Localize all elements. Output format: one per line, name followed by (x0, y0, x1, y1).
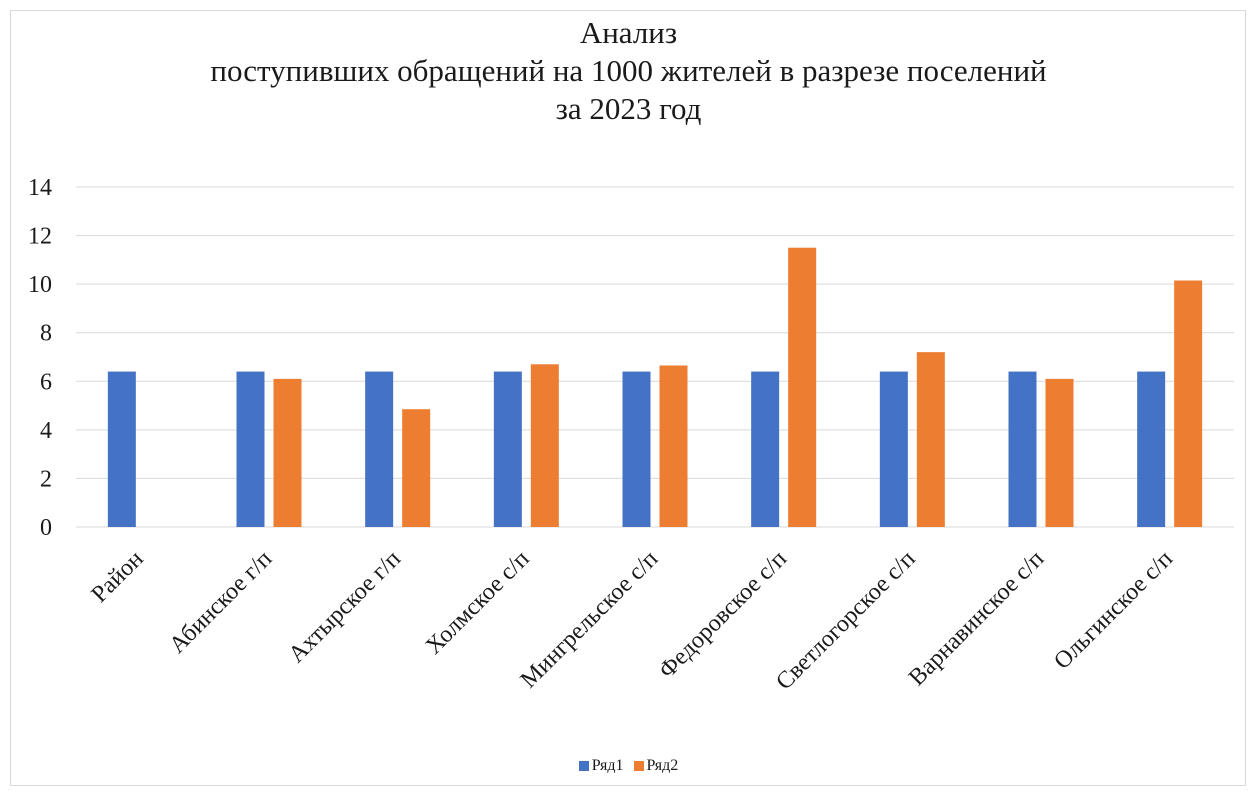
bar-series-1-1 (107, 371, 136, 527)
y-tick-label: 4 (40, 418, 52, 444)
bar-series-1-3 (365, 371, 394, 527)
y-tick-label: 12 (28, 224, 52, 250)
x-category-label: Ольгинское с/п (1049, 546, 1178, 675)
x-category-label: Холмское с/п (421, 546, 535, 660)
legend-swatch-series-2 (633, 761, 644, 771)
legend-swatch-series-1 (578, 761, 589, 771)
y-tick-label: 6 (40, 369, 52, 395)
chart-title: Анализ поступивших обращений на 1000 жит… (0, 14, 1257, 128)
bar-series-2-2 (273, 378, 302, 527)
x-category-label: Абинское г/п (165, 546, 278, 659)
x-category-label: Федоровское с/п (654, 546, 792, 684)
bar-series-2-4 (530, 364, 559, 527)
chart-legend: Ряд1 Ряд2 (0, 757, 1257, 776)
chart-title-line-3: за 2023 год (555, 91, 702, 126)
legend-label-series-1: Ряд1 (591, 757, 624, 774)
y-tick-label: 8 (40, 321, 52, 347)
x-category-label: Варнавинское с/п (904, 546, 1049, 691)
y-tick-label: 0 (40, 515, 52, 541)
bar-series-2-6 (788, 247, 817, 527)
x-category-label: Светлогорское с/п (771, 546, 920, 695)
bar-series-1-2 (236, 371, 265, 527)
bar-series-1-4 (493, 371, 522, 527)
legend-item-series-2: Ряд2 (633, 757, 679, 775)
bar-series-2-7 (916, 352, 945, 527)
chart-title-line-1: Анализ (579, 15, 678, 50)
bar-series-2-8 (1045, 378, 1074, 527)
bar-series-2-5 (659, 365, 688, 527)
bar-series-1-5 (622, 371, 651, 527)
bar-series-2-9 (1174, 280, 1203, 527)
bar-series-1-6 (751, 371, 780, 527)
x-category-label: Мингрельское с/п (516, 546, 664, 694)
bar-series-2-3 (402, 409, 431, 527)
legend-label-series-2: Ряд2 (646, 757, 679, 774)
y-tick-label: 10 (28, 272, 52, 298)
y-tick-label: 2 (40, 466, 52, 492)
bar-series-1-8 (1008, 371, 1037, 527)
chart-title-line-2: поступивших обращений на 1000 жителей в … (210, 53, 1047, 88)
bar-series-1-7 (879, 371, 908, 527)
legend-item-series-1: Ряд1 (578, 757, 624, 775)
bar-series-1-9 (1137, 371, 1166, 527)
x-category-label: Район (87, 546, 149, 608)
y-tick-label: 14 (28, 175, 52, 201)
x-category-label: Ахтырское г/п (284, 546, 406, 668)
bar-chart: 0 2 4 6 8 10 12 14 Район Абинское г/п Ахтырское г/… (28, 175, 1234, 695)
